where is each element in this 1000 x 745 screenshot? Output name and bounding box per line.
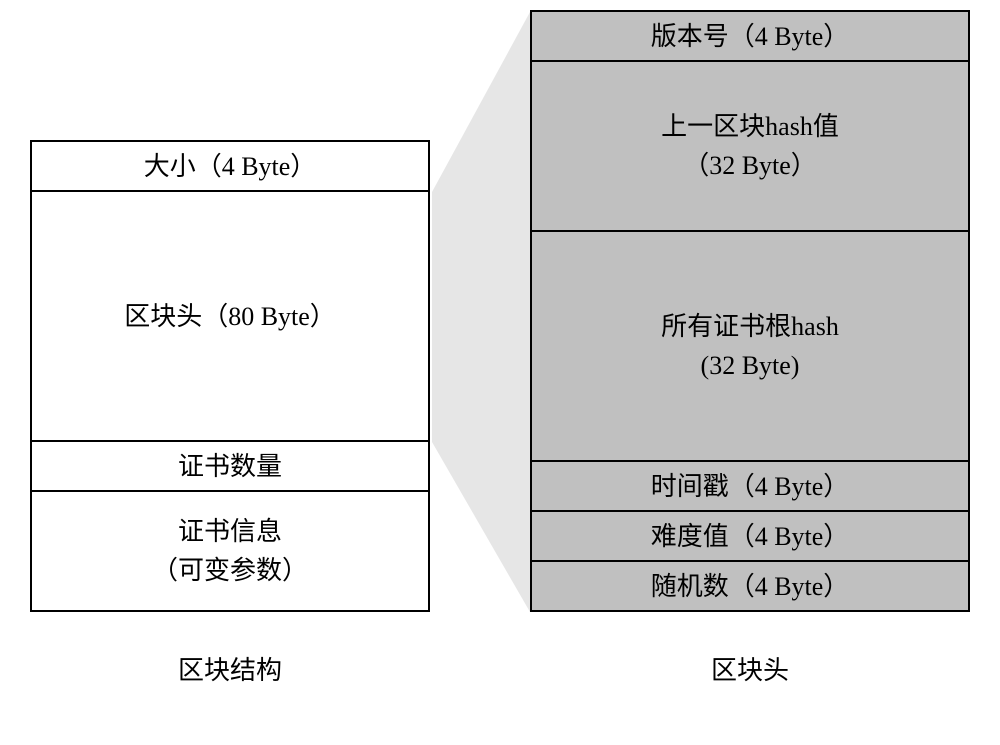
block-structure-cell-3-label: 证书信息 （可变参数）: [152, 512, 308, 590]
block-structure-cell-2: 证书数量: [32, 442, 428, 492]
diagram-container: 大小（4 Byte） 区块头（80 Byte） 证书数量证书信息 （可变参数） 版本…: [0, 0, 1000, 745]
block-structure-cell-1: 区块头（80 Byte）: [32, 192, 428, 442]
block-header-cell-1: 上一区块hash值 （32 Byte）: [532, 62, 968, 232]
block-header-caption: 区块头: [530, 650, 970, 687]
block-header-cell-2: 所有证书根hash (32 Byte): [532, 232, 968, 462]
block-structure-cell-2-label: 证书数量: [178, 447, 282, 486]
block-header-cell-4-label: 难度值（4 Byte）: [651, 517, 850, 556]
block-header-cell-1-label: 上一区块hash值 （32 Byte）: [661, 107, 839, 185]
block-structure-table: 大小（4 Byte） 区块头（80 Byte） 证书数量证书信息 （可变参数）: [30, 140, 430, 612]
block-structure-cell-3: 证书信息 （可变参数）: [32, 492, 428, 612]
block-structure-cell-0: 大小（4 Byte）: [32, 142, 428, 192]
block-structure-caption: 区块结构: [30, 650, 430, 687]
block-header-table: 版本号（4 Byte） 上一区块hash值 （32 Byte） 所有证书根hash …: [530, 10, 970, 612]
block-header-cell-2-label: 所有证书根hash (32 Byte): [661, 307, 839, 385]
block-header-cell-3: 时间戳（4 Byte）: [532, 462, 968, 512]
block-header-cell-5-label: 随机数（4 Byte）: [651, 567, 850, 606]
block-header-cell-4: 难度值（4 Byte）: [532, 512, 968, 562]
block-header-cell-0-label: 版本号（4 Byte）: [651, 17, 850, 56]
block-structure-cell-0-label: 大小（4 Byte）: [144, 147, 317, 186]
connector-shape: [432, 12, 530, 612]
block-header-cell-3-label: 时间戳（4 Byte）: [651, 467, 850, 506]
block-header-cell-5: 随机数（4 Byte）: [532, 562, 968, 612]
block-structure-cell-1-label: 区块头（80 Byte）: [124, 297, 336, 336]
block-header-cell-0: 版本号（4 Byte）: [532, 12, 968, 62]
